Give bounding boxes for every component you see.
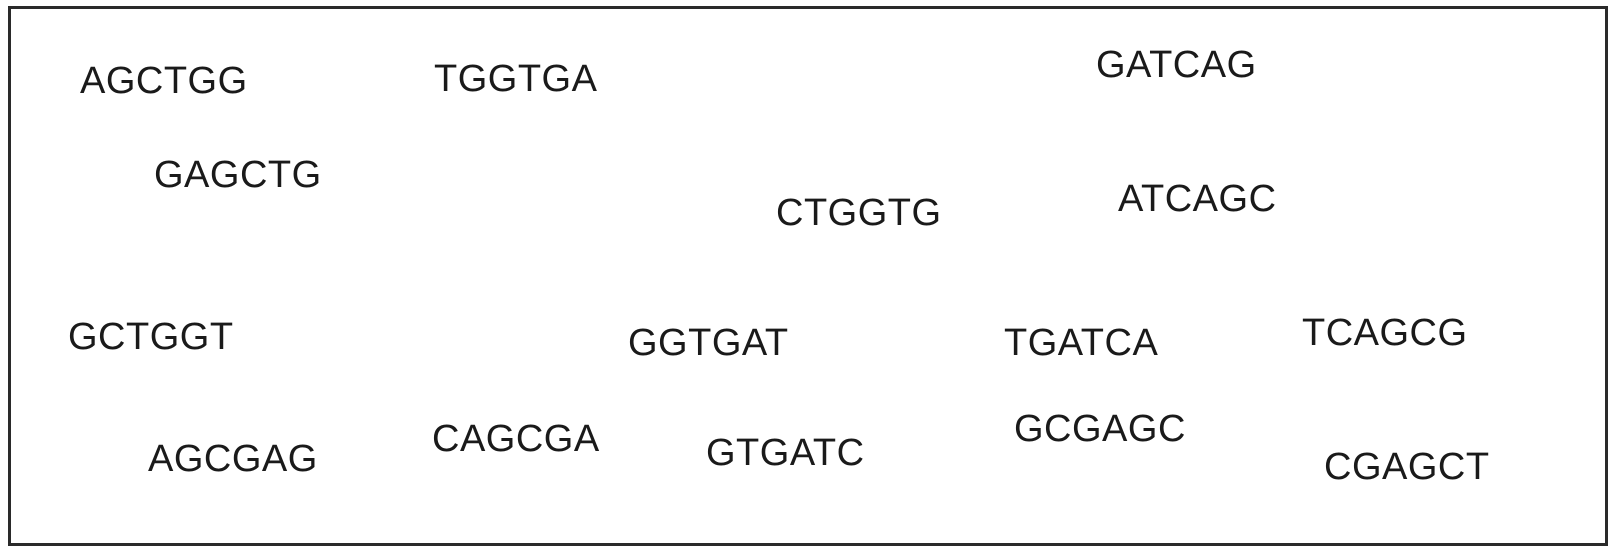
kmer-label: TCAGCG bbox=[1302, 312, 1468, 354]
kmer-label: AGCGAG bbox=[148, 438, 318, 480]
kmer-label: GAGCTG bbox=[154, 154, 322, 196]
kmer-label: AGCTGG bbox=[80, 60, 248, 102]
kmer-label: GGTGAT bbox=[628, 322, 789, 364]
kmer-label: CAGCGA bbox=[432, 418, 600, 460]
kmer-label: GATCAG bbox=[1096, 44, 1257, 86]
kmer-box bbox=[8, 6, 1608, 546]
kmer-label: CTGGTG bbox=[776, 192, 942, 234]
kmer-label: GCTGGT bbox=[68, 316, 234, 358]
kmer-label: ATCAGC bbox=[1118, 178, 1277, 220]
kmer-label: CGAGCT bbox=[1324, 446, 1490, 488]
kmer-label: GCGAGC bbox=[1014, 408, 1186, 450]
kmer-label: GTGATC bbox=[706, 432, 865, 474]
kmer-label: TGATCA bbox=[1004, 322, 1159, 364]
kmer-label: TGGTGA bbox=[434, 58, 598, 100]
